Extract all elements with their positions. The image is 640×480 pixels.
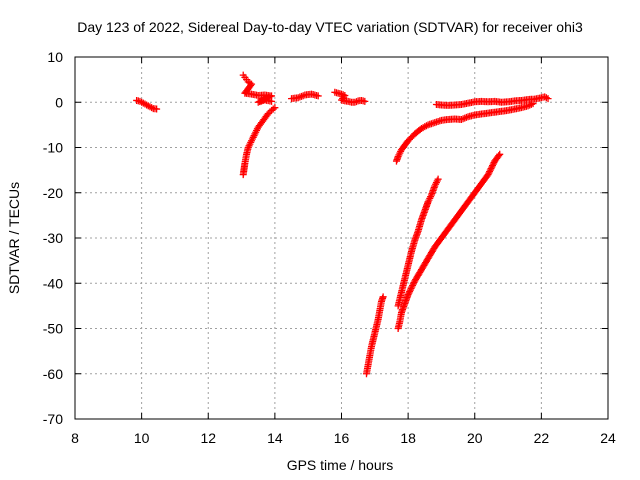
chart-title: Day 123 of 2022, Sidereal Day-to-day VTE…	[77, 19, 583, 35]
data-point	[271, 104, 279, 112]
data-point	[486, 166, 494, 174]
x-axis-label: GPS time / hours	[287, 457, 394, 473]
data-point	[459, 115, 467, 123]
x-tick-label: 24	[600, 430, 616, 446]
y-tick-label: 0	[55, 94, 63, 110]
y-tick-label: 10	[47, 49, 63, 65]
data-point	[434, 175, 442, 183]
data-point	[486, 168, 494, 176]
x-tick-label: 12	[200, 430, 216, 446]
data-point	[542, 94, 550, 102]
series-trace	[239, 104, 279, 179]
y-tick-label: -30	[43, 230, 63, 246]
data-point	[406, 286, 414, 294]
data-point	[461, 114, 469, 122]
data-point	[489, 162, 497, 170]
y-tick-labels: -70 -60 -50 -40 -30 -20 -10 0 10	[43, 49, 63, 427]
data-point	[487, 165, 495, 173]
y-tick-label: -40	[43, 275, 63, 291]
data-point	[404, 291, 412, 299]
data-point	[294, 94, 302, 102]
series-trace	[133, 96, 161, 113]
data-point	[361, 97, 369, 105]
series-trace	[331, 88, 369, 106]
series-trace	[394, 150, 504, 332]
data-point	[544, 95, 552, 103]
y-tick-label: -70	[43, 411, 63, 427]
data-point	[148, 104, 156, 112]
y-axis-label: SDTVAR / TECUs	[6, 182, 22, 294]
axis-ticks	[74, 56, 609, 420]
data-point	[422, 122, 430, 130]
data-point	[496, 150, 504, 158]
x-tick-label: 22	[534, 430, 550, 446]
series-trace	[288, 90, 322, 103]
data-points	[133, 71, 552, 378]
y-tick-label: -10	[43, 140, 63, 156]
data-point	[495, 152, 503, 160]
y-tick-label: -60	[43, 366, 63, 382]
series-trace	[394, 175, 442, 310]
data-point	[351, 98, 359, 106]
x-tick-label: 20	[467, 430, 483, 446]
x-tick-label: 18	[400, 430, 416, 446]
data-point	[524, 102, 532, 110]
data-point	[488, 163, 496, 171]
data-point	[406, 288, 414, 296]
data-point	[484, 171, 492, 179]
data-point	[268, 97, 276, 105]
data-point	[314, 92, 322, 100]
data-point	[379, 293, 387, 301]
x-tick-label: 14	[267, 430, 283, 446]
data-point	[407, 285, 415, 293]
y-tick-label: -20	[43, 185, 63, 201]
x-tick-label: 10	[134, 430, 150, 446]
series-trace	[432, 93, 552, 109]
series-trace	[392, 100, 537, 165]
data-point	[462, 113, 470, 121]
x-tick-label: 16	[334, 430, 350, 446]
x-tick-label: 8	[71, 430, 79, 446]
data-point	[457, 115, 465, 123]
series-trace	[362, 293, 387, 378]
data-point	[298, 92, 306, 100]
data-point	[269, 105, 277, 113]
data-point	[153, 105, 161, 113]
data-point	[296, 93, 304, 101]
data-point	[489, 160, 497, 168]
x-tick-labels: 8 10 12 14 16 18 20 22 24	[71, 430, 616, 446]
data-point	[352, 98, 360, 106]
data-point	[485, 169, 493, 177]
data-point	[405, 289, 413, 297]
series-trace	[239, 71, 276, 106]
data-point	[409, 282, 417, 290]
data-point	[408, 283, 416, 291]
data-point	[264, 110, 272, 118]
data-point	[409, 280, 417, 288]
data-point	[299, 92, 307, 100]
y-tick-label: -50	[43, 321, 63, 337]
